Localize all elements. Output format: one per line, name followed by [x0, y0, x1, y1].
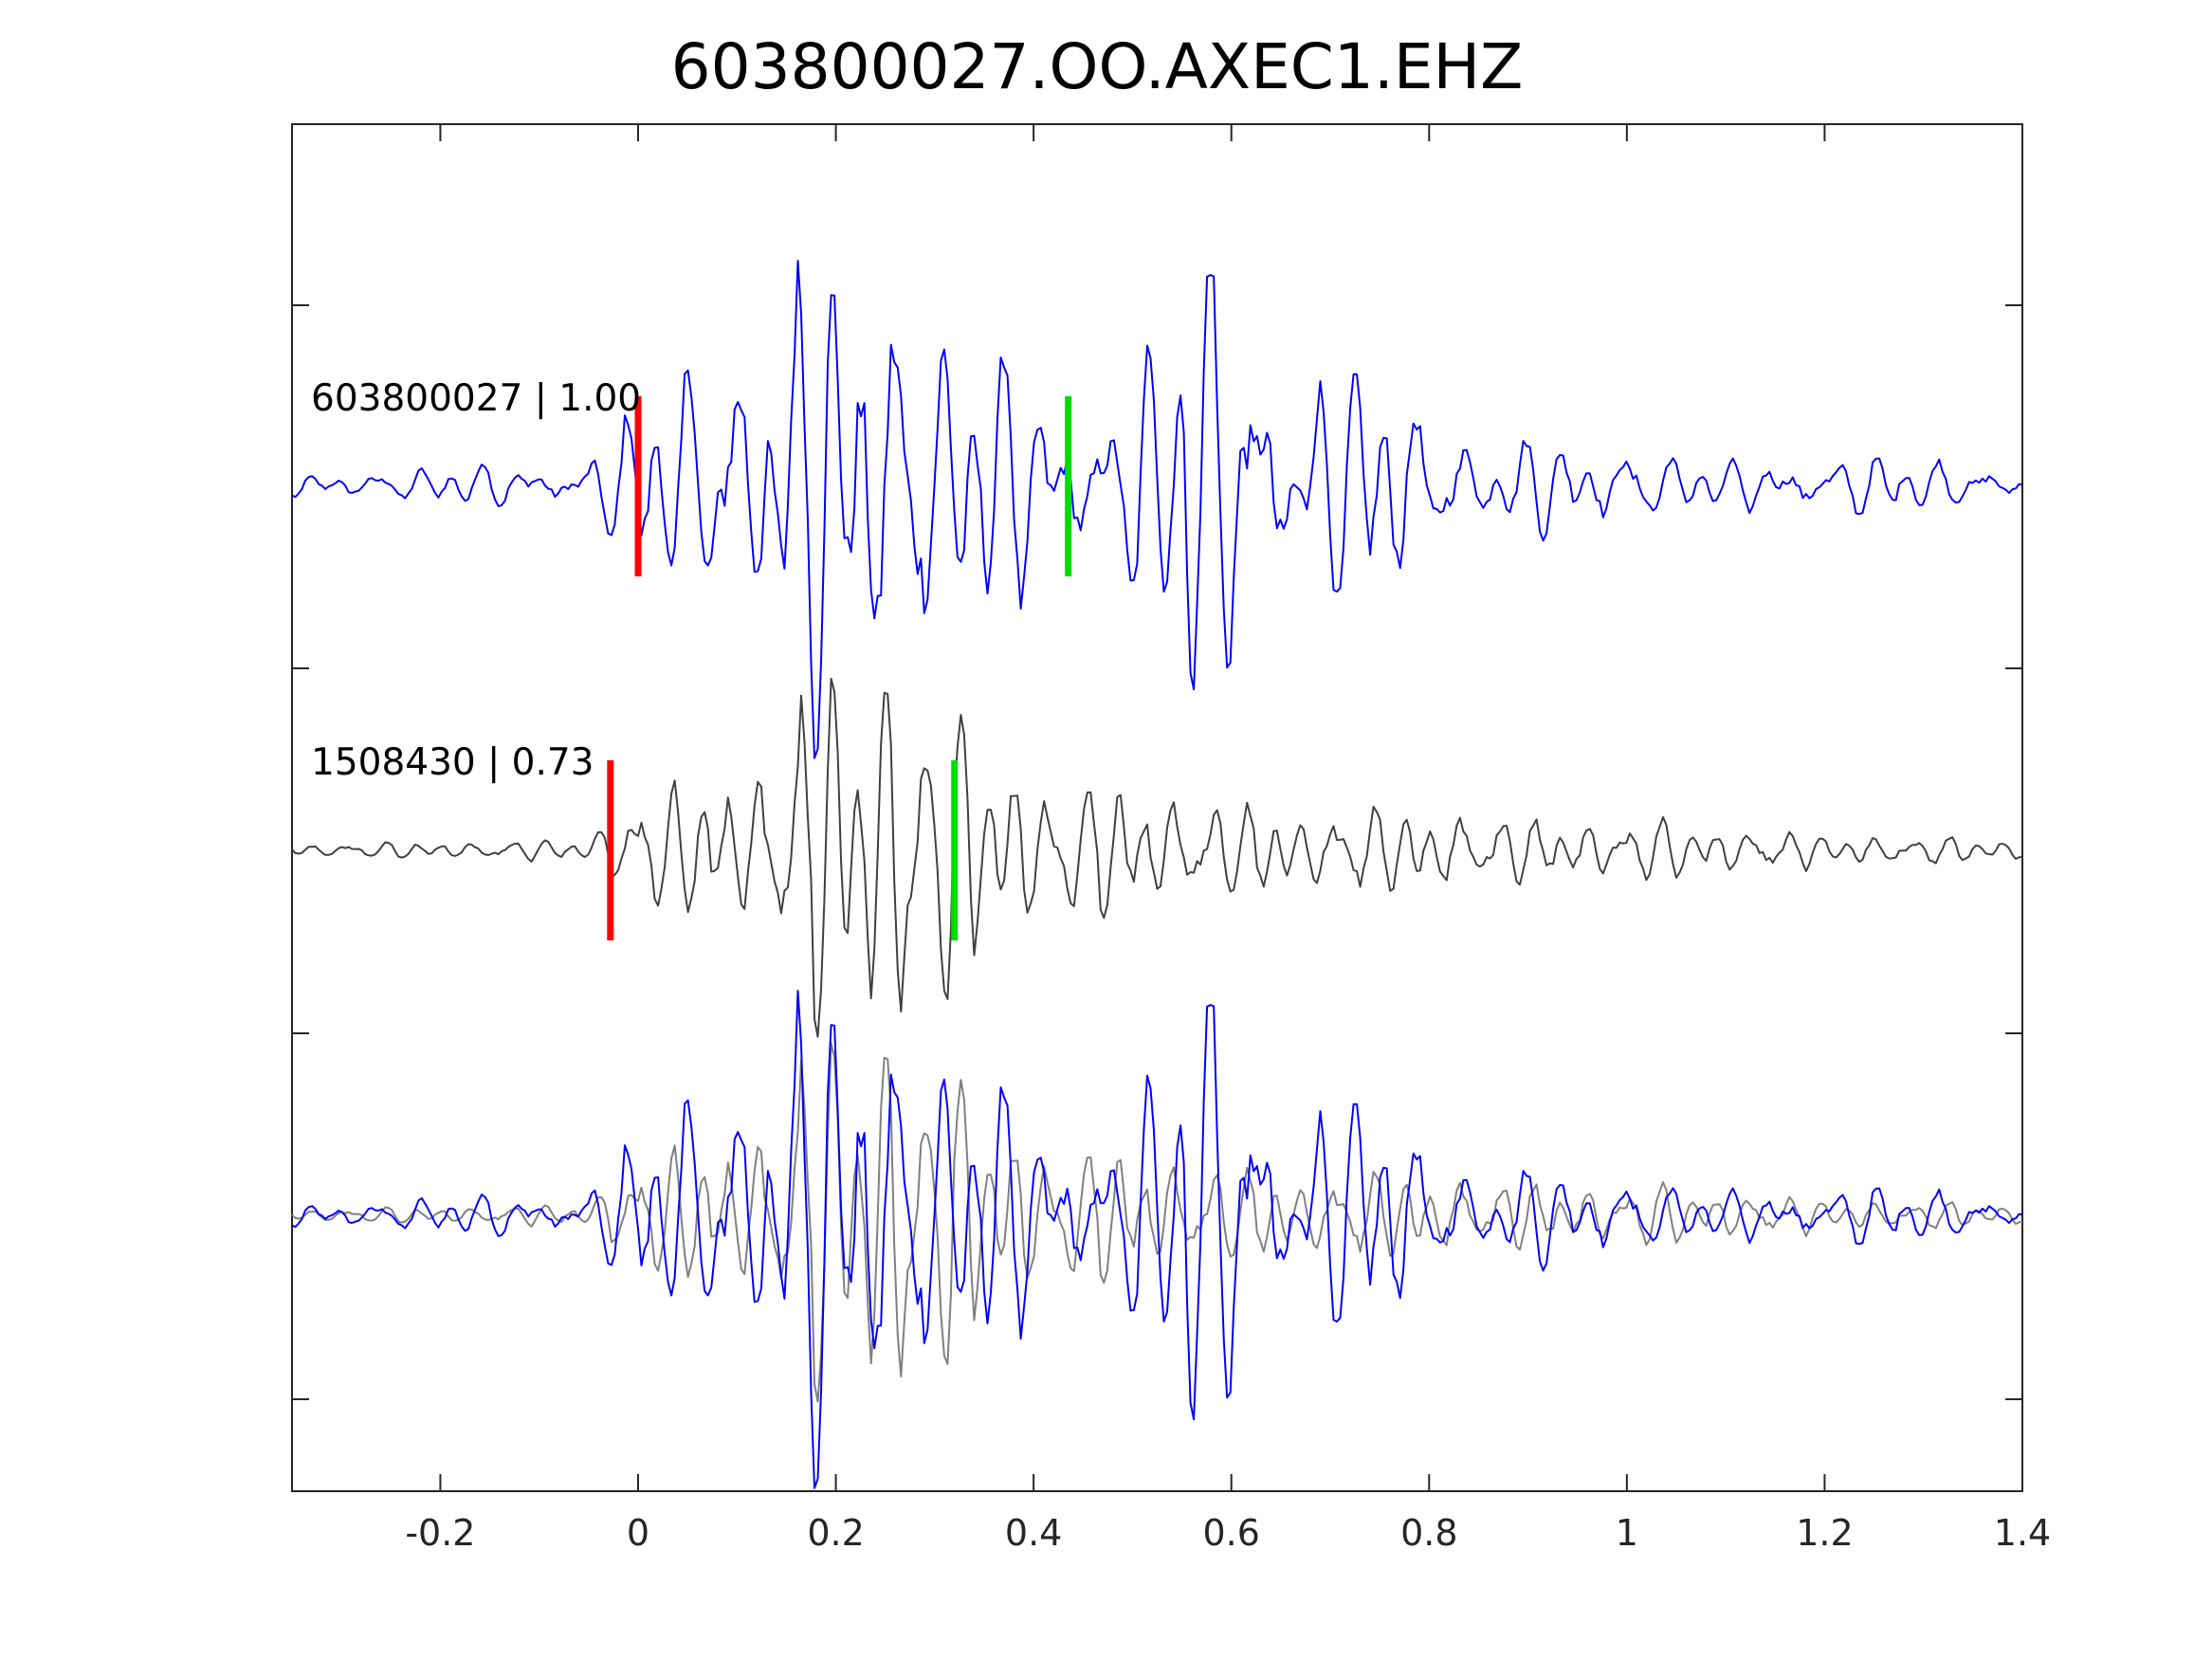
trace-label-master: 603800027 | 1.00 — [311, 377, 641, 420]
x-tick-label: 0.8 — [1400, 1512, 1457, 1554]
overlay-master-waveform — [291, 990, 2023, 1489]
trace-label-layer: 603800027 | 1.00 1508430 | 0.73 — [311, 377, 641, 784]
x-tick-label: 1.4 — [1994, 1512, 2051, 1554]
trace-label-detection: 1508430 | 0.73 — [311, 741, 594, 784]
overlay-layer — [291, 990, 2023, 1489]
y-axis — [292, 304, 2022, 1400]
x-tick-label: 0.2 — [807, 1512, 864, 1554]
overlay-detection-waveform — [291, 1042, 2023, 1403]
plot-area: -0.2 0 0.2 0.4 0.6 0.8 1 1.2 1.4 603800027 | 1.0… — [291, 123, 2051, 1554]
trace-layer — [291, 260, 2023, 1038]
x-tick-label: 1.2 — [1796, 1512, 1853, 1554]
axes-frame — [291, 123, 2023, 1492]
x-tick-label: 0.4 — [1005, 1512, 1062, 1554]
x-tick-label: 0.6 — [1202, 1512, 1259, 1554]
x-tick-label: -0.2 — [405, 1512, 475, 1554]
pick-layer — [607, 396, 1072, 940]
x-tick-label: 0 — [627, 1512, 649, 1554]
chart-title: 603800027.OO.AXEC1.EHZ — [671, 30, 1524, 103]
x-axis: -0.2 0 0.2 0.4 0.6 0.8 1 1.2 1.4 — [405, 124, 2051, 1554]
master-waveform — [291, 260, 2023, 759]
x-tick-label: 1 — [1616, 1512, 1638, 1554]
detection-waveform — [291, 677, 2023, 1038]
